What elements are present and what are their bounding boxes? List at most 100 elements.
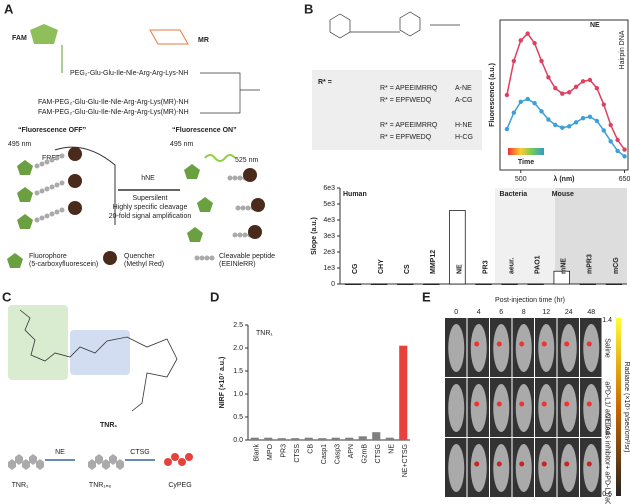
probe-box bbox=[312, 70, 482, 150]
label: Time bbox=[518, 159, 534, 166]
bead bbox=[34, 217, 40, 223]
quencher-ring bbox=[149, 29, 189, 45]
y-tick-label: 0.0 bbox=[233, 437, 243, 444]
fluorophore bbox=[17, 160, 33, 175]
highlight bbox=[8, 305, 68, 380]
label: 1.4 bbox=[602, 317, 612, 324]
fluorophore bbox=[184, 164, 200, 179]
y-tick-label: 1e3 bbox=[323, 265, 335, 272]
bead bbox=[204, 255, 210, 261]
legend-swatch bbox=[7, 253, 23, 268]
signal bbox=[541, 461, 547, 467]
point bbox=[518, 38, 523, 43]
bar bbox=[397, 283, 414, 285]
signal bbox=[474, 401, 480, 407]
bead bbox=[44, 186, 50, 192]
label: CTSG bbox=[130, 449, 149, 456]
x-tick-label: PAO1 bbox=[535, 255, 542, 274]
point bbox=[587, 114, 593, 120]
mouse bbox=[515, 384, 532, 432]
point bbox=[560, 91, 565, 96]
mouse bbox=[515, 324, 532, 372]
point bbox=[601, 128, 606, 133]
panel-label: A bbox=[4, 1, 14, 16]
y-tick-label: 2e3 bbox=[323, 249, 335, 256]
point bbox=[532, 40, 537, 46]
point bbox=[539, 58, 544, 64]
signal bbox=[586, 341, 592, 347]
label: 0.6 bbox=[602, 491, 612, 498]
probe-name: H-CG bbox=[455, 134, 473, 141]
cypeg bbox=[185, 453, 193, 461]
point bbox=[525, 96, 530, 102]
y-tick-label: 2.5 bbox=[233, 322, 243, 329]
block bbox=[109, 454, 117, 465]
point bbox=[580, 79, 586, 84]
x-tick-label: NE bbox=[456, 264, 463, 274]
point bbox=[594, 85, 600, 91]
label: 20-fold signal amplification bbox=[109, 213, 192, 220]
label: hNE bbox=[141, 175, 155, 182]
colorbar bbox=[616, 318, 621, 496]
y-axis-label: Fluorescence (a.u.) bbox=[489, 63, 496, 127]
x-tick-label: CB bbox=[308, 444, 315, 454]
label: Post-injection time (hr) bbox=[495, 297, 565, 304]
step-label: CyPEG bbox=[168, 482, 191, 489]
point bbox=[546, 75, 551, 80]
point bbox=[573, 120, 579, 125]
legend-label: (5-carboxyfluorescein) bbox=[29, 261, 98, 268]
step-label: TNR₁ₙₑ bbox=[89, 482, 112, 489]
signal bbox=[474, 341, 480, 347]
bead bbox=[39, 188, 45, 194]
time-label: 4 bbox=[477, 309, 481, 316]
bar bbox=[449, 210, 466, 285]
time-label: 12 bbox=[542, 309, 550, 316]
series-line bbox=[506, 32, 626, 150]
label: NE bbox=[55, 449, 65, 456]
label: Supersilent bbox=[132, 195, 167, 202]
block bbox=[8, 459, 16, 470]
x-tick-label: CTSG bbox=[375, 444, 382, 463]
signal bbox=[564, 401, 570, 407]
x-tick-label: CHY bbox=[378, 259, 385, 274]
point bbox=[580, 115, 586, 121]
y-tick-label: 0.5 bbox=[233, 414, 243, 421]
bead bbox=[227, 175, 233, 181]
fluorophore bbox=[197, 197, 213, 212]
time-label: 8 bbox=[522, 309, 526, 316]
bar bbox=[423, 283, 440, 285]
peptide: PEG₂-Glu-Glu-Ile-Nle-Arg-Arg-Lys-NH bbox=[70, 70, 188, 77]
y-axis-label: NIRF (×10⁷ a.u.) bbox=[219, 357, 226, 409]
time-label: 0 bbox=[454, 309, 458, 316]
x-tick-label: Casp3 bbox=[335, 444, 342, 464]
legend-label: (EEINleRR) bbox=[219, 261, 256, 268]
row-label: NETosis inhibitor+ aPD-L1/aCTLA4 bbox=[604, 413, 611, 504]
label: “Fluorescence OFF” bbox=[18, 127, 86, 134]
bar bbox=[475, 283, 492, 285]
x-tick-label: NE bbox=[389, 444, 396, 454]
bead bbox=[59, 153, 65, 159]
quencher bbox=[68, 174, 82, 188]
bar bbox=[277, 438, 286, 440]
signal bbox=[586, 401, 592, 407]
x-tick-label: NE+CTSG bbox=[402, 444, 409, 477]
label: Radiance (×10⁵ p/sec/cm²/sr) bbox=[623, 361, 630, 452]
y-tick-label: 3e3 bbox=[323, 233, 335, 240]
mouse-shade bbox=[555, 188, 627, 284]
mouse bbox=[493, 444, 510, 492]
signal bbox=[496, 461, 502, 467]
point bbox=[553, 122, 558, 128]
label: NE bbox=[590, 22, 600, 29]
bar bbox=[250, 437, 259, 440]
bar bbox=[344, 283, 362, 285]
point bbox=[553, 85, 558, 91]
mouse bbox=[448, 324, 465, 372]
point bbox=[608, 122, 613, 128]
bead bbox=[54, 209, 60, 215]
fluorophore bbox=[17, 187, 33, 202]
x-tick-label: aeur. bbox=[508, 258, 515, 274]
bacteria-shade bbox=[495, 188, 555, 284]
bead bbox=[232, 232, 238, 238]
cypeg bbox=[164, 458, 172, 466]
label: Highly specific cleavage bbox=[113, 204, 188, 211]
